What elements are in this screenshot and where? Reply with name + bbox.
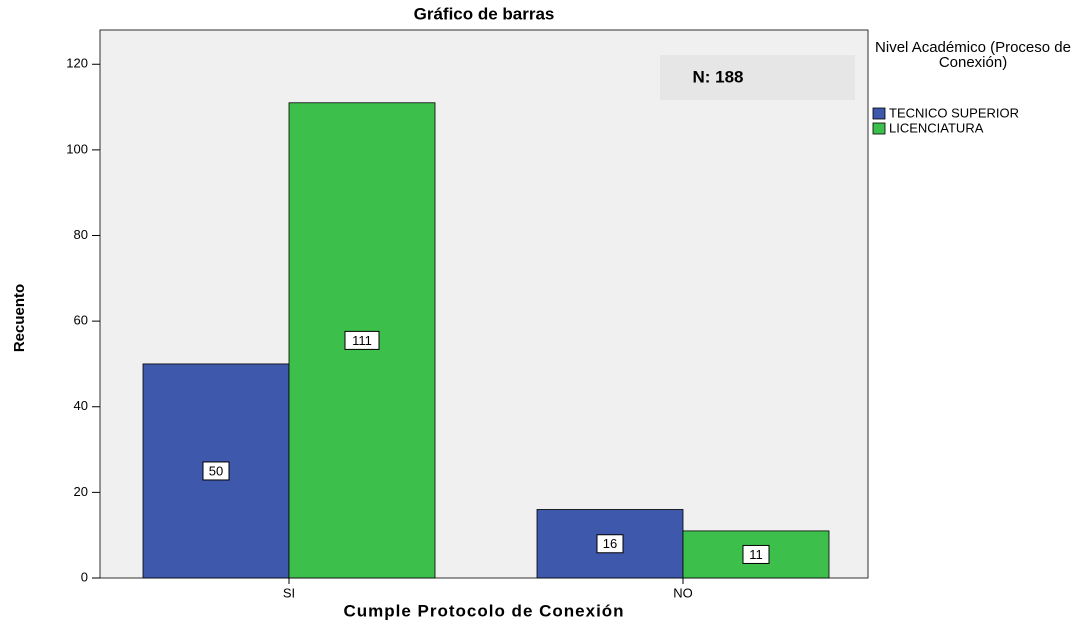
- y-axis-title: Recuento: [11, 284, 28, 352]
- annotation: N: 188: [692, 67, 743, 86]
- y-tick-label: 100: [66, 141, 88, 156]
- y-tick-label: 80: [74, 227, 88, 242]
- x-tick-label: SI: [283, 585, 295, 600]
- legend-label: LICENCIATURA: [889, 120, 984, 135]
- value-label: 11: [749, 547, 763, 562]
- value-label: 16: [603, 536, 617, 551]
- value-label-box: [742, 544, 770, 564]
- legend-label: TECNICO SUPERIOR: [889, 105, 1019, 120]
- value-label-box: [202, 461, 230, 481]
- legend-swatch: [872, 107, 886, 120]
- y-tick-label: 40: [74, 398, 88, 413]
- value-label-box: [596, 534, 624, 554]
- y-tick-label: 0: [81, 569, 88, 584]
- y-tick-label: 120: [66, 56, 88, 71]
- value-label: 111: [352, 333, 372, 348]
- chart-title: Gráfico de barras: [414, 4, 555, 23]
- x-tick-label: NO: [673, 585, 693, 600]
- annotation-box: [660, 55, 855, 100]
- x-axis-title: Cumple Protocolo de Conexión: [343, 601, 624, 620]
- y-tick-label: 60: [74, 313, 88, 328]
- y-tick-label: 20: [74, 484, 88, 499]
- value-label: 50: [209, 463, 223, 478]
- value-label-box: [344, 330, 380, 350]
- legend-swatch: [872, 122, 886, 135]
- legend-title: Nivel Académico (Proceso de Conexión): [875, 39, 1071, 71]
